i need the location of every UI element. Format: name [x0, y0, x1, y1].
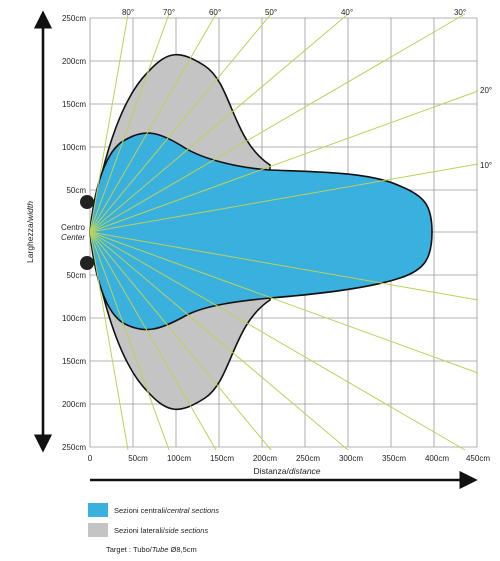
x-tick-labels: 0 50cm 100cm 150cm 200cm 250cm 300cm 350…: [88, 454, 491, 463]
y-tick-label: 250cm: [62, 14, 86, 23]
sensor-dot-bottom: [80, 256, 94, 270]
detection-diagram: 80° 70° 60° 50° 40° 30° 20° 10° 250cm 20…: [25, 8, 492, 490]
x-tick-label: 250cm: [296, 454, 320, 463]
angle-labels: 80° 70° 60° 50° 40° 30° 20° 10°: [122, 8, 492, 170]
x-tick-label: 150cm: [210, 454, 234, 463]
x-tick-label: 0: [88, 454, 93, 463]
y-axis-label: Larghezza/width: [25, 201, 35, 263]
central-swatch: [88, 503, 108, 517]
x-tick-label: 300cm: [339, 454, 363, 463]
angle-label-50: 50°: [265, 8, 277, 17]
legend-central-label: Sezioni centrali/central sections: [114, 506, 220, 515]
lateral-swatch: [88, 523, 108, 537]
angle-label-30: 30°: [454, 8, 466, 17]
sensor-dot-top: [80, 195, 94, 209]
legend-target-label: Target : Tubo/Tube Ø8,5cm: [106, 545, 197, 554]
x-tick-label: 100cm: [167, 454, 191, 463]
x-tick-label: 400cm: [425, 454, 449, 463]
angle-label-80: 80°: [122, 8, 134, 17]
angle-label-60: 60°: [209, 8, 221, 17]
angle-label-70: 70°: [163, 8, 175, 17]
y-tick-label: 100cm: [62, 143, 86, 152]
x-tick-label: 200cm: [253, 454, 277, 463]
y-tick-label: 200cm: [62, 57, 86, 66]
angle-label-20: 20°: [480, 86, 492, 95]
y-tick-label: 50cm: [66, 271, 86, 280]
y-tick-labels: 250cm 200cm 150cm 100cm 50cm Centro Cent…: [61, 14, 86, 452]
angle-label-10: 10°: [480, 161, 492, 170]
y-tick-label: 150cm: [62, 357, 86, 366]
center-label-line1: Centro: [61, 223, 86, 232]
x-axis-label: Distanza/distance: [253, 466, 320, 476]
y-tick-label: 50cm: [66, 186, 86, 195]
y-tick-label: 250cm: [62, 443, 86, 452]
x-tick-label: 350cm: [382, 454, 406, 463]
angle-label-40: 40°: [341, 8, 353, 17]
center-label-line2: Center: [61, 233, 85, 242]
angle-rays: [89, 13, 479, 451]
y-tick-label: 200cm: [62, 400, 86, 409]
y-tick-label: 100cm: [62, 314, 86, 323]
x-tick-label: 450cm: [466, 454, 490, 463]
x-tick-label: 50cm: [128, 454, 148, 463]
y-tick-label: 150cm: [62, 100, 86, 109]
legend-lateral-label: Sezioni laterali/side sections: [114, 526, 209, 535]
